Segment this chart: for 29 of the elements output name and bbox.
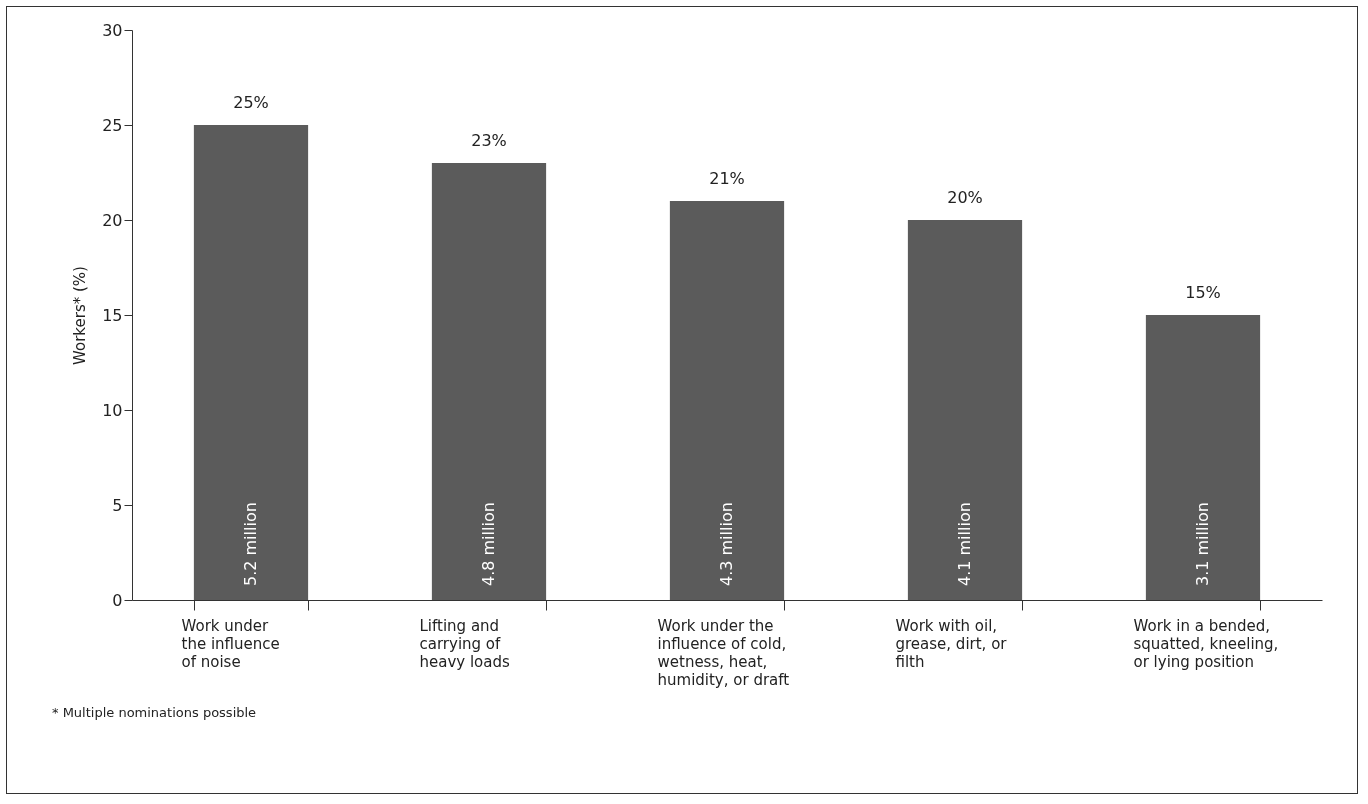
text: * Multiple nominations possible — [52, 705, 257, 720]
y-tick-label: 5 — [112, 495, 123, 515]
annotation: 4.1 million — [955, 502, 974, 586]
bar — [193, 125, 309, 600]
y-tick-label: 0 — [112, 590, 123, 610]
annotation: 3.1 million — [1193, 502, 1212, 586]
annotation: 4.8 million — [479, 502, 498, 586]
y-tick-label: 25 — [102, 115, 123, 135]
data-label: 23% — [471, 131, 507, 150]
data-label: 25% — [233, 93, 269, 112]
bar — [431, 163, 547, 600]
data-label: 20% — [947, 188, 983, 207]
x-tick-label: Lifting and carrying of heavy loads — [419, 616, 511, 671]
y-tick-label: 10 — [102, 400, 123, 420]
x-tick-label: Work with oil, grease, dirt, or filth — [895, 616, 1008, 671]
y-tick-label: 20 — [102, 210, 123, 230]
x-tick-label: Work under the influence of noise — [181, 616, 280, 671]
y-axis-title: Workers* (%) — [71, 266, 90, 365]
bar — [669, 201, 785, 600]
x-tick-label: Work under the influence of cold, wetness, heat, humidity, or draft — [657, 616, 790, 689]
annotation: 5.2 million — [241, 502, 260, 586]
bar — [1145, 315, 1261, 600]
data-label: 15% — [1185, 283, 1221, 302]
y-tick-label: 15 — [102, 305, 123, 325]
data-label: 21% — [709, 169, 745, 188]
bar — [907, 220, 1023, 600]
annotation: 4.3 million — [717, 502, 736, 586]
y-tick-label: 30 — [102, 20, 123, 40]
x-tick-label: Work in a bended, squatted, kneeling, or lying position — [1133, 616, 1279, 671]
